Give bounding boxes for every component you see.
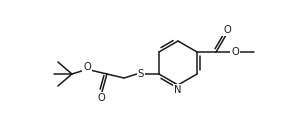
- Text: S: S: [138, 69, 144, 79]
- Text: N: N: [174, 85, 182, 95]
- Text: O: O: [97, 93, 105, 103]
- Text: O: O: [223, 25, 231, 35]
- Text: O: O: [83, 62, 91, 72]
- Text: O: O: [231, 47, 239, 57]
